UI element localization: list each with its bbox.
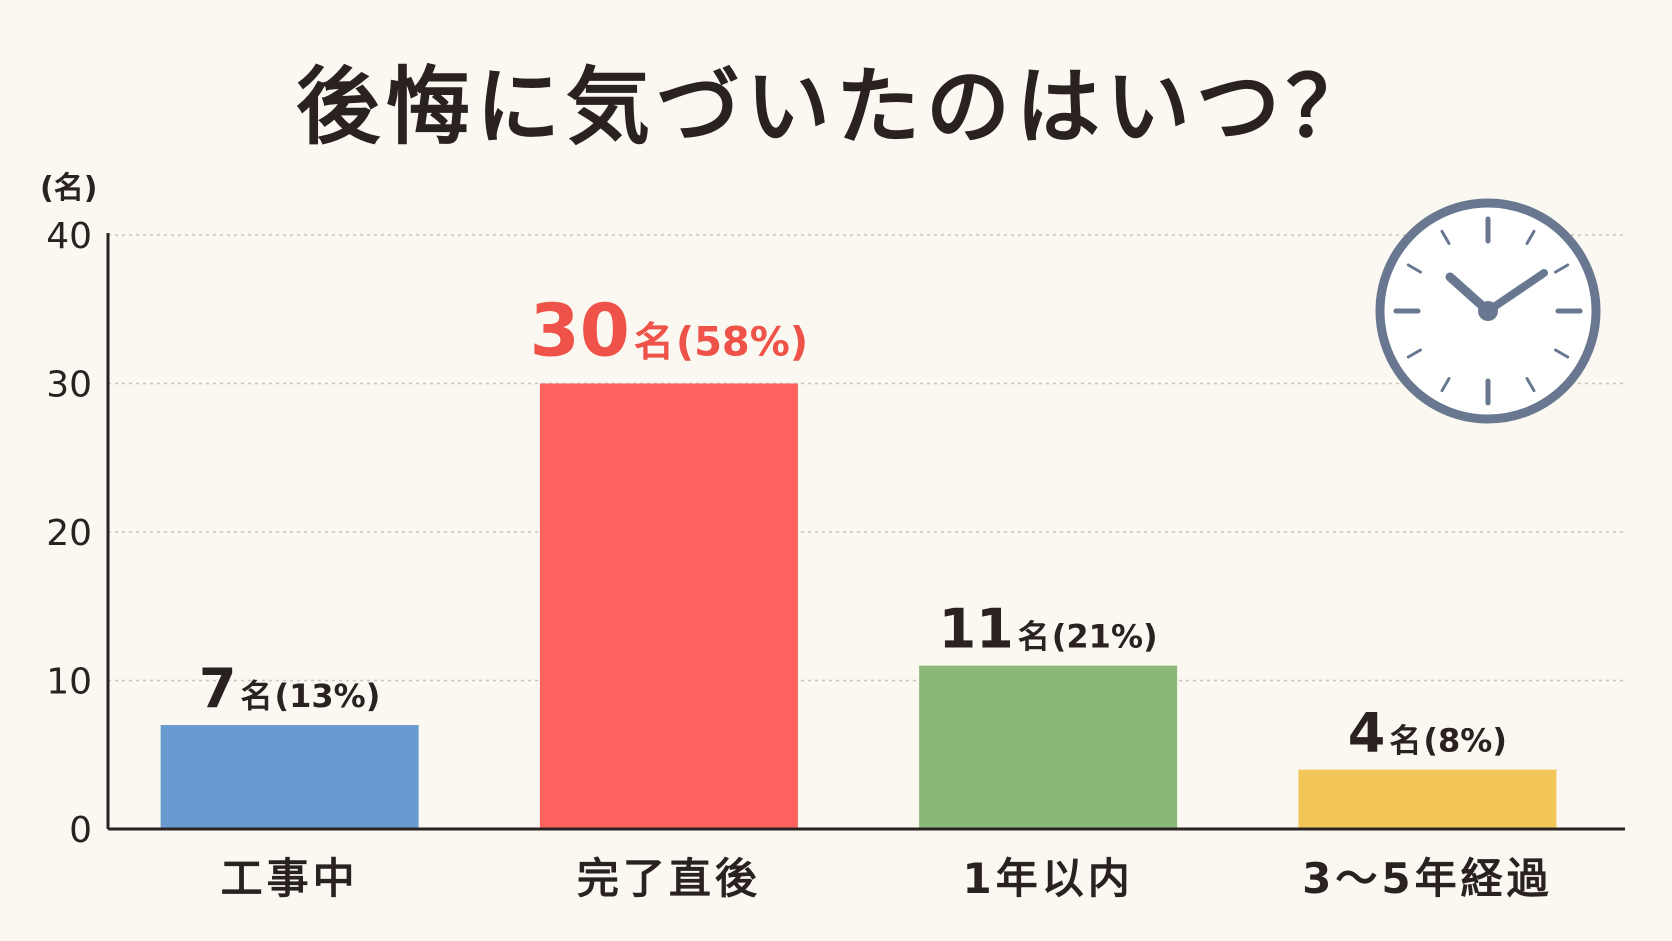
data-label: 11 名(21%) — [939, 598, 1158, 661]
gridlines — [108, 234, 1625, 682]
data-label-count: 11 — [939, 598, 1014, 661]
clock-tick — [1554, 263, 1570, 274]
data-label: 7 名(13%) — [199, 657, 380, 720]
category-label: 3〜5年経過 — [1302, 854, 1552, 903]
y-tick-labels: 0 10 20 30 40 — [46, 216, 92, 851]
y-tick-label: 0 — [69, 810, 92, 851]
bar — [919, 665, 1178, 829]
clock-tick — [1406, 348, 1422, 359]
data-label-percent: (13%) — [275, 677, 381, 715]
data-label-unit: 名 — [1389, 722, 1421, 760]
data-label-percent: (21%) — [1052, 618, 1158, 656]
clock-tick — [1440, 229, 1451, 245]
y-tick-label: 20 — [46, 513, 92, 554]
clock-tick — [1406, 263, 1422, 274]
category-label: 完了直後 — [577, 854, 761, 903]
bar — [1298, 769, 1557, 829]
category-label: 1年以内 — [963, 854, 1134, 903]
clock-icon — [1375, 198, 1601, 424]
y-tick-label: 40 — [46, 216, 92, 257]
category-label: 工事中 — [221, 854, 359, 903]
data-label-count: 4 — [1348, 702, 1386, 765]
data-label-count: 30 — [530, 289, 630, 373]
axes — [106, 233, 1625, 831]
bar — [160, 725, 419, 829]
data-label-unit: 名 — [1018, 618, 1050, 656]
data-label-percent: (8%) — [1423, 722, 1507, 760]
data-label-count: 7 — [199, 657, 237, 720]
data-label-unit: 名 — [634, 320, 674, 366]
chart-title: 後悔に気づいたのはいつ？ — [295, 58, 1376, 156]
data-label: 30 名(58%) — [530, 289, 809, 373]
data-label-unit: 名 — [240, 677, 272, 715]
data-label: 4 名(8%) — [1348, 702, 1507, 765]
y-unit-label: (名) — [40, 171, 97, 206]
y-tick-label: 10 — [46, 662, 92, 703]
clock-tick — [1440, 377, 1451, 393]
clock-tick — [1525, 229, 1536, 245]
bar — [539, 383, 798, 829]
clock-tick — [1525, 377, 1536, 393]
category-labels: 工事中 完了直後 1年以内 3〜5年経過 — [221, 854, 1552, 903]
y-tick-label: 30 — [46, 365, 92, 406]
bars — [160, 383, 1557, 829]
clock-tick — [1554, 348, 1570, 359]
data-labels: 7 名(13%)30 名(58%)11 名(21%)4 名(8%) — [199, 289, 1507, 765]
data-label-percent: (58%) — [676, 320, 808, 366]
